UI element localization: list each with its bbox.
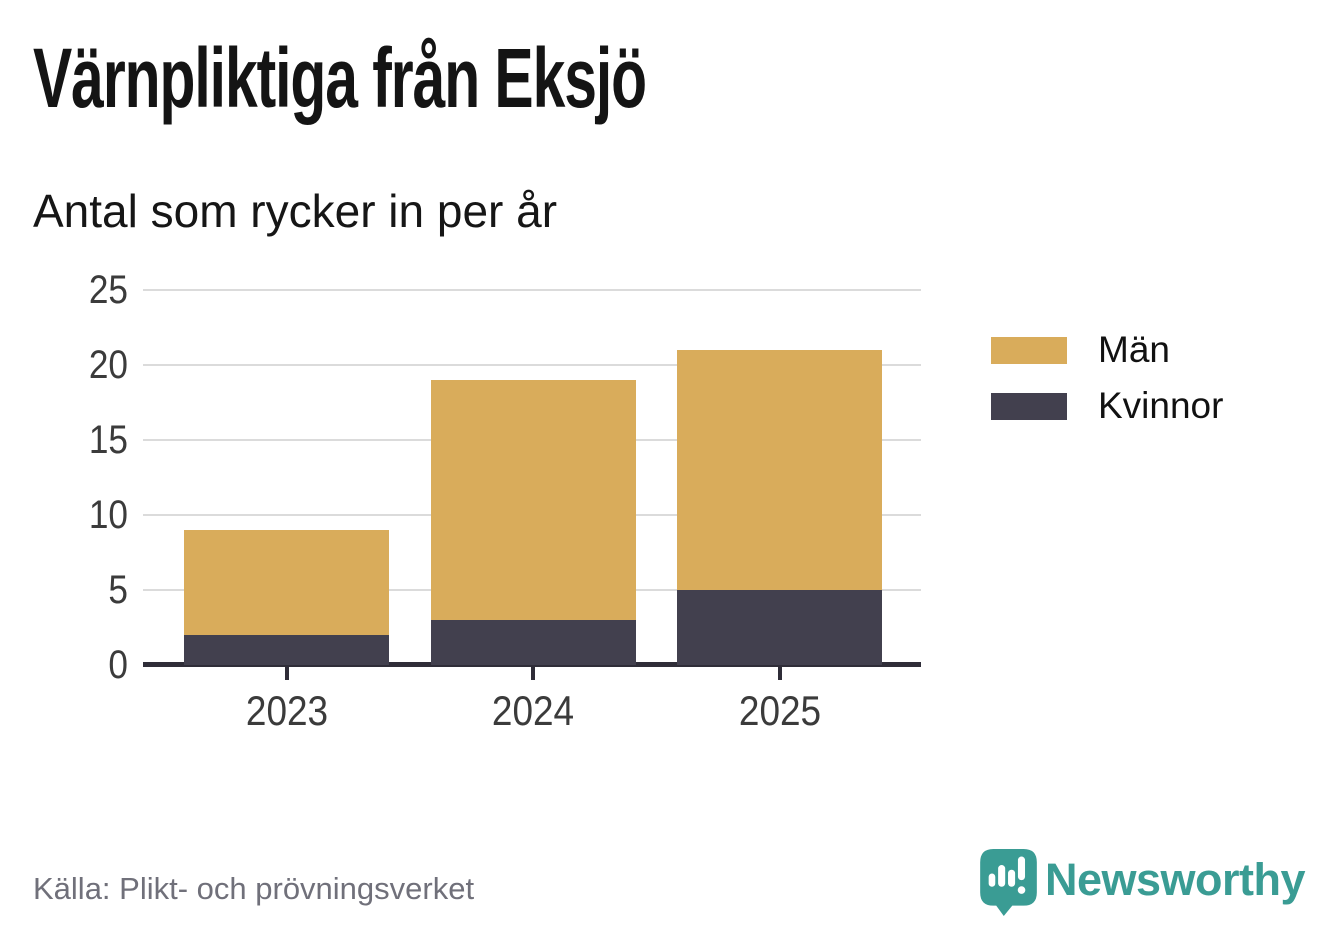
- legend-swatch-man: [991, 336, 1067, 364]
- brand-lockup: Newsworthy: [980, 849, 1306, 917]
- x-axis-tick: [284, 667, 289, 680]
- x-axis-tick: [777, 667, 782, 680]
- bar-segment-män-2023: [184, 530, 389, 635]
- chart-subtitle: Antal som rycker in per år: [33, 185, 558, 237]
- y-axis-tick-label: 10: [88, 493, 128, 537]
- bar-segment-kvinnor-2023: [184, 635, 389, 665]
- x-axis-tick-label: 2025: [738, 687, 821, 734]
- legend-swatch-kvinnor: [991, 392, 1067, 420]
- bar-segment-män-2024: [430, 380, 636, 620]
- bar-segment-kvinnor-2025: [677, 590, 882, 665]
- chart-title: Värnpliktiga från Eksjö: [33, 31, 647, 125]
- gridline: [143, 364, 921, 366]
- x-axis-tick-label: 2024: [491, 687, 575, 734]
- legend-item-man: Män: [991, 331, 1170, 369]
- gridline: [143, 289, 921, 291]
- legend-label-kvinnor: Kvinnor: [1098, 385, 1224, 426]
- y-axis-tick-label: 25: [88, 268, 128, 312]
- y-axis-tick-label: 0: [108, 643, 128, 687]
- y-axis-tick-label: 15: [88, 418, 128, 462]
- bar-segment-kvinnor-2024: [430, 620, 636, 665]
- x-axis-tick: [531, 667, 535, 680]
- legend-label-man: Män: [1098, 329, 1170, 370]
- legend-item-kvinnor: Kvinnor: [991, 387, 1223, 425]
- y-axis-tick-label: 20: [88, 343, 128, 387]
- source-caption: Källa: Plikt- och prövningsverket: [33, 871, 475, 906]
- newsworthy-wordmark: Newsworthy: [1045, 854, 1306, 905]
- newsworthy-logo-icon: [980, 849, 1037, 917]
- bar-segment-män-2025: [677, 350, 882, 590]
- x-axis-tick-label: 2023: [245, 687, 328, 734]
- y-axis-tick-label: 5: [108, 568, 128, 612]
